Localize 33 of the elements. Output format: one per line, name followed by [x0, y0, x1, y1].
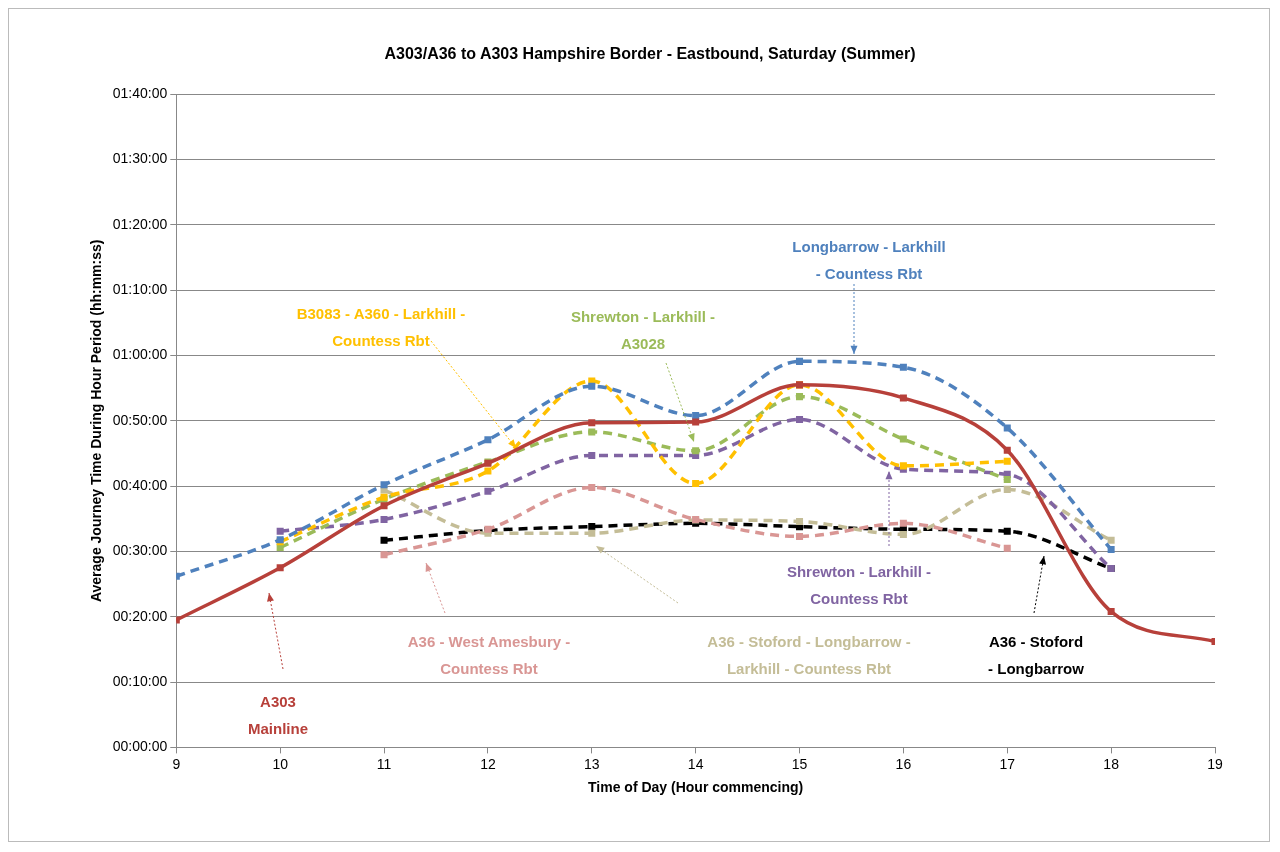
y-tick-label: 00:10:00: [112, 672, 168, 689]
x-tick-label: 15: [791, 755, 808, 772]
x-tick-label: 18: [1103, 755, 1120, 772]
x-tick-label: 10: [272, 755, 289, 772]
text: A36 - Stoford - Longbarrow: [988, 633, 1085, 677]
x-axis-title: Time of Day (Hour commencing): [588, 779, 804, 796]
x-tick-label: 16: [895, 755, 912, 772]
x-tick-label: 9: [172, 755, 181, 772]
text: Shrewton - Larkhill - A3028: [570, 308, 716, 352]
x-tick-label: 19: [1207, 755, 1223, 772]
x-tick-label: 13: [583, 755, 600, 772]
y-tick-label: 01:40:00: [112, 85, 168, 102]
y-tick-label: 00:00:00: [112, 738, 168, 755]
y-tick-label: 01:10:00: [112, 281, 168, 298]
x-tick-label: 12: [480, 755, 496, 772]
y-tick-label: 00:30:00: [112, 542, 168, 559]
text: Shrewton - Larkhill - Countess Rbt: [786, 563, 932, 607]
chart-title: A303/A36 to A303 Hampshire Border - Eastbound, Saturday (Summer): [384, 45, 916, 63]
text: B3083 - A360 - Larkhill - Countess Rbt: [296, 305, 466, 349]
y-tick-label: 01:00:00: [112, 346, 168, 363]
y-axis-title: Average Journey Time During Hour Period (hh:mm:ss): [88, 239, 105, 603]
text: A36 - West Amesbury - Countess Rbt: [407, 633, 571, 677]
x-tick-label: 17: [999, 755, 1016, 772]
text: A36 - Stoford - Longbarrow - Larkhill - Countess Rbt: [707, 633, 911, 677]
y-tick-label: 00:50:00: [112, 411, 168, 428]
y-tick-label: 00:40:00: [112, 476, 168, 493]
y-tick-label: 01:20:00: [112, 215, 168, 232]
x-tick-label: 11: [376, 755, 392, 772]
text: Longbarrow - Larkhill - Countess Rbt: [792, 238, 946, 282]
y-tick-label: 01:30:00: [112, 150, 168, 167]
x-tick-label: 14: [687, 755, 704, 772]
y-tick-label: 00:20:00: [112, 607, 168, 624]
text: A303 Mainline: [247, 693, 309, 737]
